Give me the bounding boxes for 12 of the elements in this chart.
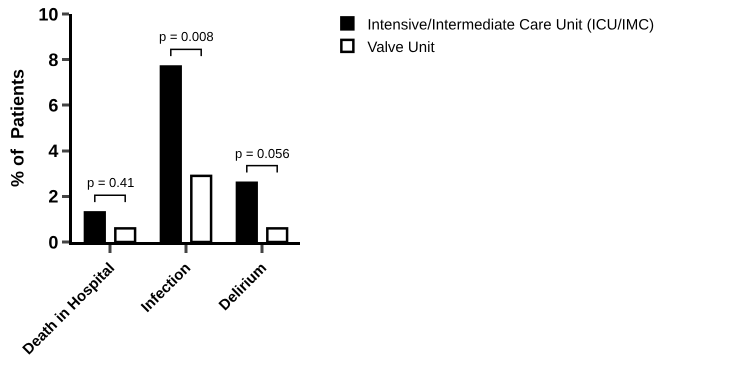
y-tick-label: 4 [48,141,58,162]
y-tick-label: 8 [48,50,58,70]
annotation: p = 0.41 [87,175,134,190]
annotation: p = 0.008 [159,29,214,44]
y-tick-label: 0 [48,232,58,252]
y-axis-title: % of Patients [8,68,28,188]
annotation: p = 0.056 [235,146,290,161]
y-tick-label: 2 [48,186,58,207]
y-tick-label: 10 [38,4,58,24]
y-tick-label: 6 [48,96,58,116]
legend-label: Valve Unit [367,38,436,56]
legend-label: Intensive/Intermediate Care Unit (ICU/IMC) [367,16,654,34]
